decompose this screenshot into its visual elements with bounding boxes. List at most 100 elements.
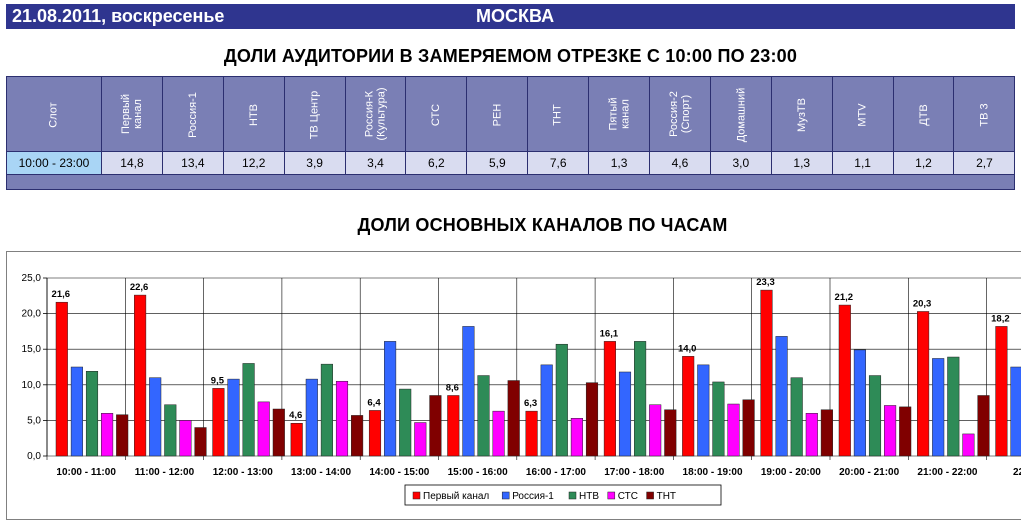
bar-4-1 [194, 427, 207, 457]
legend-label: Россия-1 [512, 491, 554, 502]
x-category-label: 18:00 - 19:00 [683, 467, 743, 478]
channel-share-value: 5,9 [466, 151, 529, 175]
bar-1-9 [775, 336, 788, 457]
bar-0-8 [682, 356, 695, 457]
channel-header: ДТВ [917, 104, 930, 126]
legend-box [404, 484, 722, 506]
bar-2-7 [634, 341, 647, 457]
bar-2-3 [320, 363, 333, 457]
bar-4-2 [272, 408, 285, 457]
bar-0-2 [212, 388, 225, 457]
channel-header-cell: Россия-2 (Спорт) [649, 76, 711, 152]
report-date: 21.08.2011, воскресенье [12, 6, 225, 26]
legend-label: НТВ [579, 491, 599, 502]
legend-label: ТНТ [657, 491, 676, 502]
bar-2-2 [242, 363, 255, 457]
channel-header: Пятый канал [607, 97, 632, 131]
legend-swatch [607, 491, 616, 500]
channel-share-value: 3,4 [344, 151, 407, 175]
channel-header: Россия-1 [186, 92, 199, 138]
slot-header-cell: Слот [6, 76, 102, 152]
x-category-label: 16:00 - 17:00 [526, 467, 586, 478]
channel-header-cell: ДТВ [892, 76, 955, 152]
channel-share-value: 1,2 [892, 151, 955, 175]
legend-swatch [412, 491, 421, 500]
data-label: 22,6 [130, 282, 149, 293]
chart-area: 0,0 5,0 10,0 15,0 20,0 25,0 21,6 22,6 9,5 4,6 6,4 8… [6, 251, 1021, 520]
channel-header-cell: Россия-1 [161, 76, 224, 152]
city-name: МОСКВА [476, 6, 555, 26]
bar-4-9 [820, 409, 833, 457]
data-label: 23,3 [756, 277, 775, 288]
table-footer-cell [5, 174, 1016, 190]
channel-share-value: 1,3 [588, 151, 651, 175]
channel-header: ТВ 3 [978, 103, 991, 127]
bar-2-0 [85, 371, 99, 457]
x-category-label: 14:00 - 15:00 [369, 467, 429, 478]
channel-share-value: 14,8 [101, 151, 163, 175]
channel-share-value: 1,3 [770, 151, 833, 175]
bar-1-5 [462, 326, 475, 457]
x-category-label: 21:00 - 22:00 [917, 467, 977, 478]
data-label: 21,2 [835, 292, 854, 303]
x-category-label: 20:00 - 21:00 [839, 467, 899, 478]
bar-0-0 [55, 301, 68, 457]
channel-header: МузТВ [795, 98, 808, 132]
y-tick-label: 5,0 [27, 415, 41, 426]
bar-1-6 [540, 364, 553, 457]
legend-swatch [568, 491, 577, 500]
x-category-label: 22:00 [1013, 467, 1021, 478]
bar-3-9 [805, 413, 818, 457]
channel-share-value: 1,1 [831, 151, 894, 175]
channel-header-cell: ТВ Центр [283, 76, 346, 152]
x-category-label: 11:00 - 12:00 [135, 467, 195, 478]
bar-4-7 [664, 409, 677, 457]
x-category-label: 10:00 - 11:00 [56, 467, 116, 478]
x-category-label: 15:00 - 16:00 [448, 467, 508, 478]
channel-share-value: 13,4 [161, 151, 224, 175]
channel-header-cell: НТВ [222, 76, 285, 152]
legend-swatch [501, 491, 510, 500]
bar-3-5 [492, 410, 505, 457]
bar-3-6 [570, 418, 583, 457]
bar-2-8 [712, 381, 725, 457]
bar-2-5 [477, 375, 490, 457]
bar-3-4 [414, 422, 427, 457]
bar-2-11 [947, 356, 960, 457]
bar-0-10 [838, 304, 851, 457]
bar-1-11 [932, 358, 945, 457]
data-label: 20,3 [913, 298, 932, 309]
bar-3-7 [649, 404, 662, 457]
bar-0-5 [447, 395, 460, 457]
chart-title: ДОЛИ ОСНОВНЫХ КАНАЛОВ ПО ЧАСАМ [357, 215, 728, 235]
y-tick-label: 0,0 [27, 451, 41, 462]
values-row: 10:00 - 23:00 14,8 13,4 12,2 3,9 3,4 6,2 5,9 7,… [6, 151, 1016, 175]
channel-header: ТВ Центр [308, 90, 321, 140]
bar-1-1 [149, 377, 162, 457]
bar-2-9 [790, 377, 803, 457]
data-label: 18,2 [991, 313, 1010, 324]
channel-share-value: 4,6 [649, 151, 711, 175]
y-tick-label: 15,0 [22, 344, 42, 355]
channel-header-cell: Россия-К (Культура) [344, 76, 407, 152]
bar-3-3 [335, 380, 349, 457]
legend-label: СТС [618, 491, 638, 502]
channel-header: ТНТ [552, 104, 565, 126]
channel-header-cell: СТС [405, 76, 468, 152]
bar-4-4 [429, 395, 442, 457]
bar-0-11 [917, 311, 930, 457]
slot-header: Слот [48, 102, 60, 128]
channel-share-value: 2,7 [953, 151, 1016, 175]
bar-0-6 [525, 410, 538, 457]
data-label: 4,6 [289, 410, 302, 421]
bar-4-3 [351, 415, 364, 457]
channel-header-cell: Пятый канал [588, 76, 651, 152]
channel-header-row: Слот Первый канал Россия-1 НТВ ТВ Центр Росс… [6, 76, 1016, 152]
bar-4-10 [899, 406, 912, 457]
x-category-label: 13:00 - 14:00 [291, 467, 351, 478]
bar-4-6 [585, 382, 599, 457]
channel-share-value: 6,2 [405, 151, 468, 175]
channel-share-value: 3,0 [709, 151, 772, 175]
table-footer-row [5, 174, 1016, 190]
data-label: 14,0 [678, 343, 697, 354]
